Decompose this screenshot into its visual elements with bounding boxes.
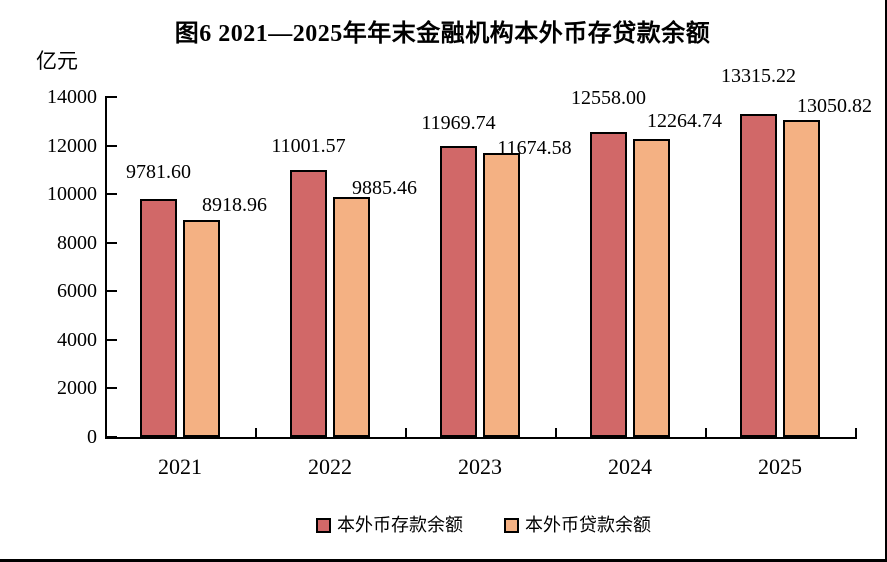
y-axis-unit-label: 亿元	[36, 49, 78, 73]
y-tick-label: 10000	[47, 183, 97, 206]
loan-value-label-2025: 13050.82	[797, 95, 872, 118]
deposit-value-label-2021: 9781.60	[126, 161, 191, 184]
y-tick-mark	[107, 241, 117, 244]
y-tick-mark	[107, 144, 117, 147]
y-tick-label: 12000	[47, 134, 97, 157]
x-tick-mark	[855, 428, 857, 437]
y-tick-mark	[107, 387, 117, 390]
deposit-bar-2022	[290, 169, 327, 437]
deposit-bar-2025	[740, 113, 777, 437]
legend-label-deposits: 本外币存款余额	[337, 515, 463, 535]
loan-bar-2025	[783, 120, 820, 437]
x-tick-mark	[555, 428, 557, 437]
x-tick-mark	[255, 428, 257, 437]
x-category-label-2022: 2022	[308, 454, 352, 479]
y-tick-mark	[107, 96, 117, 98]
y-tick-label: 8000	[57, 231, 97, 254]
loan-bar-2023	[483, 153, 520, 437]
x-category-label-2023: 2023	[458, 454, 502, 479]
loan-series-swatch-icon	[504, 517, 519, 533]
legend-item-deposits: 本外币存款余额	[316, 514, 463, 536]
loan-value-label-2022: 9885.46	[352, 176, 417, 199]
chart-title: 图6 2021—2025年年末金融机构本外币存贷款余额	[174, 21, 711, 47]
y-tick-label: 14000	[47, 86, 97, 108]
deposit-value-label-2025: 13315.22	[721, 64, 796, 87]
loan-value-label-2023: 11674.58	[497, 137, 572, 160]
loan-bar-2024	[633, 139, 670, 437]
x-tick-mark	[705, 428, 707, 437]
y-tick-label: 4000	[57, 328, 97, 351]
x-category-label-2021: 2021	[158, 454, 202, 479]
y-tick-mark	[107, 338, 117, 341]
deposit-value-label-2023: 11969.74	[421, 112, 496, 135]
legend-item-loans: 本外币贷款余额	[504, 514, 651, 536]
y-tick-mark	[107, 193, 117, 196]
legend: 本外币存款余额 本外币贷款余额	[316, 514, 651, 536]
y-tick-mark	[107, 290, 117, 293]
deposit-bar-2023	[440, 146, 477, 437]
y-tick-label: 2000	[57, 377, 97, 400]
deposit-bar-2024	[590, 132, 627, 437]
deposit-series-swatch-icon	[316, 517, 331, 533]
loan-value-label-2021: 8918.96	[202, 194, 267, 217]
x-axis-line	[105, 437, 857, 439]
loan-bar-2022	[333, 196, 370, 437]
y-tick-label: 0	[87, 426, 97, 448]
x-category-label-2024: 2024	[608, 454, 652, 479]
x-tick-mark	[105, 428, 107, 437]
y-tick-mark	[107, 436, 117, 438]
deposit-value-label-2022: 11001.57	[271, 134, 346, 157]
y-tick-label: 6000	[57, 280, 97, 303]
x-category-label-2025: 2025	[758, 454, 802, 479]
loan-value-label-2024: 12264.74	[647, 110, 722, 133]
y-axis-line	[105, 96, 107, 439]
deposit-bar-2021	[140, 199, 177, 437]
deposit-value-label-2024: 12558.00	[571, 87, 646, 110]
x-tick-mark	[405, 428, 407, 437]
legend-label-loans: 本外币贷款余额	[525, 515, 651, 535]
loan-bar-2021	[183, 220, 220, 437]
